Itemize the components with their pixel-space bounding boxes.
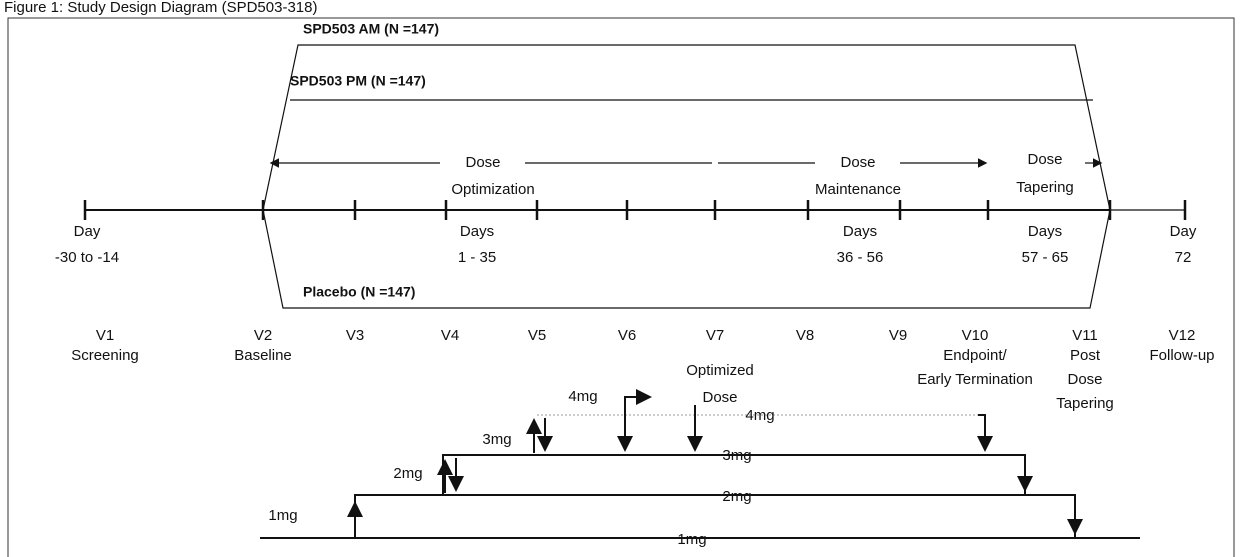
visit-desc: Baseline <box>234 347 292 364</box>
day-label: Days <box>843 223 877 240</box>
visit-label: V3 <box>346 327 364 344</box>
visit-desc: Tapering <box>1056 395 1114 412</box>
day-label: 36 - 56 <box>837 249 884 266</box>
visit-label: V12 <box>1169 327 1196 344</box>
visit-desc: Early Termination <box>917 371 1033 388</box>
dose-label: Optimized <box>686 362 754 379</box>
visit-label: V5 <box>528 327 546 344</box>
visit-desc: Post <box>1070 347 1101 364</box>
visit-label: V8 <box>796 327 814 344</box>
dose-label: 3mg <box>482 431 511 448</box>
dose-level: 1mg <box>677 531 706 548</box>
day-label: Days <box>1028 223 1062 240</box>
visit-desc: Dose <box>1067 371 1102 388</box>
phase-label: Dose <box>1027 151 1062 168</box>
visit-label: V6 <box>618 327 636 344</box>
visit-desc: Endpoint/ <box>943 347 1007 364</box>
visit-label: V7 <box>706 327 724 344</box>
phase-label: Optimization <box>451 181 534 198</box>
visit-label: V9 <box>889 327 907 344</box>
day-label: 1 - 35 <box>458 249 496 266</box>
phase-label: Maintenance <box>815 181 901 198</box>
visit-desc: Screening <box>71 347 139 364</box>
dose-label: 1mg <box>268 507 297 524</box>
day-label: 72 <box>1175 249 1192 266</box>
dose-label: Dose <box>702 389 737 406</box>
day-label: 57 - 65 <box>1022 249 1069 266</box>
phase-label: Dose <box>840 154 875 171</box>
ticks <box>83 200 1187 220</box>
day-label: Day <box>74 223 101 240</box>
arm-label: SPD503 PM (N =147) <box>290 73 426 89</box>
visit-label: V1 <box>96 327 114 344</box>
arm-label: Placebo (N =147) <box>303 284 415 300</box>
frame <box>7 17 1235 557</box>
arm-label: SPD503 AM (N =147) <box>303 21 439 37</box>
dose-line <box>354 494 1076 538</box>
day-label: Days <box>460 223 494 240</box>
visit-label: V4 <box>441 327 459 344</box>
phase-label: Tapering <box>1016 179 1074 196</box>
dose-level: 3mg <box>722 447 751 464</box>
day-label: -30 to -14 <box>55 249 119 266</box>
visit-label: V11 <box>1072 327 1098 344</box>
dose-level: 2mg <box>722 488 751 505</box>
dose-label: 2mg <box>393 465 422 482</box>
dose-arrow <box>624 389 652 448</box>
visit-label: V10 <box>962 327 989 344</box>
visit-desc: Follow-up <box>1149 347 1214 364</box>
visits: V1 Screening V2 Baseline V3 V4 V5 V6 V7 V8 V9 V10 En… <box>71 327 1214 412</box>
dose-arrow <box>977 414 993 452</box>
title: Figure 1: Study Design Diagram (SPD503-3… <box>4 0 317 16</box>
dose-level: 4mg <box>745 407 774 424</box>
phase-label: Dose <box>465 154 500 171</box>
dose-label: 4mg <box>568 388 597 405</box>
day-label: Day <box>1170 223 1197 240</box>
visit-label: V2 <box>254 327 272 344</box>
